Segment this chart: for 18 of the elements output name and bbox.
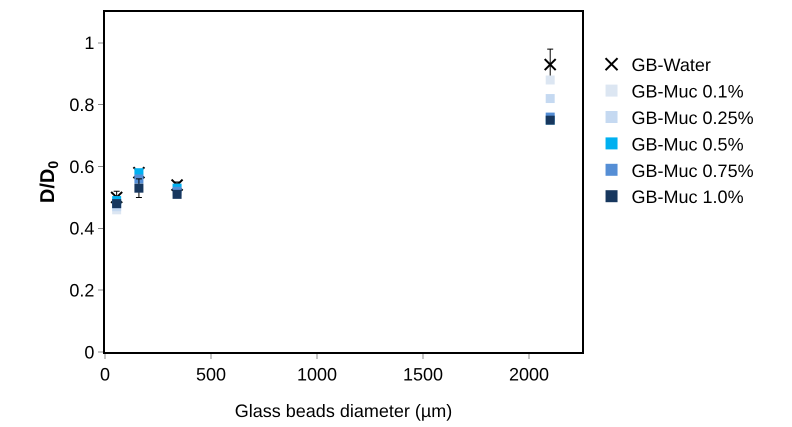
x-tick-label: 1500 <box>402 364 444 385</box>
y-tick-label: 0.8 <box>69 95 94 116</box>
legend-label: GB-Muc 0.75% <box>632 160 754 181</box>
legend-label: GB-Muc 1.0% <box>632 187 744 208</box>
legend-label: GB-Muc 0.5% <box>632 134 744 154</box>
legend-label: GB-Muc 0.25% <box>632 108 754 128</box>
legend-label: GB-Water <box>632 55 711 76</box>
legend-label: GB-Muc 0.1% <box>632 82 744 102</box>
y-tick-label: 1 <box>84 33 94 54</box>
y-tick-label: 0.4 <box>69 218 94 239</box>
x-axis-title: Glass beads diameter (µm) <box>234 401 452 421</box>
x-tick-label: 500 <box>196 364 226 385</box>
y-tick-label: 0 <box>84 342 94 362</box>
y-tick-label: 0.2 <box>69 280 94 300</box>
y-tick-label: 0.6 <box>69 156 94 177</box>
x-tick-label: 0 <box>100 364 110 385</box>
x-tick-label: 1000 <box>296 364 338 385</box>
x-tick-label: 2000 <box>508 364 550 385</box>
